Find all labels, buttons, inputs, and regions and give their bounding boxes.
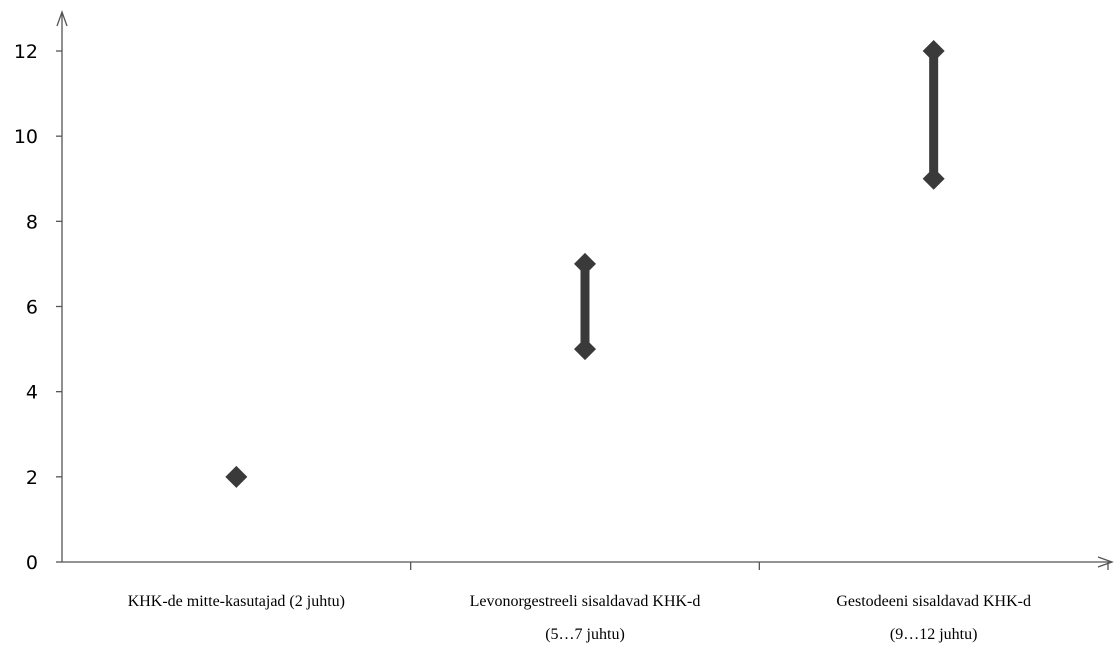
- data-marks: [225, 40, 945, 488]
- range-high-marker: [574, 252, 596, 275]
- category-label: Levonorgestreeli sisaldavad KHK-d: [470, 593, 701, 610]
- category-label: Gestodeeni sisaldavad KHK-d: [836, 593, 1031, 610]
- y-tick-label: 4: [26, 382, 38, 404]
- y-tick-label: 8: [26, 211, 38, 233]
- range-low-marker: [574, 338, 596, 361]
- y-tick-label: 2: [26, 467, 38, 489]
- y-tick-label: 12: [14, 41, 38, 63]
- y-tick-label: 6: [26, 297, 38, 319]
- y-axis-ticks: 0 2 4 6 8 10 12: [14, 41, 62, 574]
- y-axis-arrow: [56, 10, 68, 27]
- category-labels: KHK-de mitte-kasutajad (2 juhtu) Levonorg…: [128, 593, 1031, 643]
- axes: [56, 10, 1114, 568]
- range-high-marker: [922, 40, 945, 62]
- x-axis-ticks: [410, 562, 1109, 570]
- category-label: (5…7 juhtu): [545, 626, 625, 643]
- range-low-marker: [922, 167, 945, 190]
- category-label: (9…12 juhtu): [890, 626, 978, 643]
- category-label: KHK-de mitte-kasutajad (2 juhtu): [128, 593, 345, 610]
- y-tick-label: 0: [26, 552, 38, 574]
- x-axis-arrow: [1097, 556, 1114, 568]
- y-tick-label: 10: [14, 126, 38, 148]
- range-low-marker: [225, 465, 248, 488]
